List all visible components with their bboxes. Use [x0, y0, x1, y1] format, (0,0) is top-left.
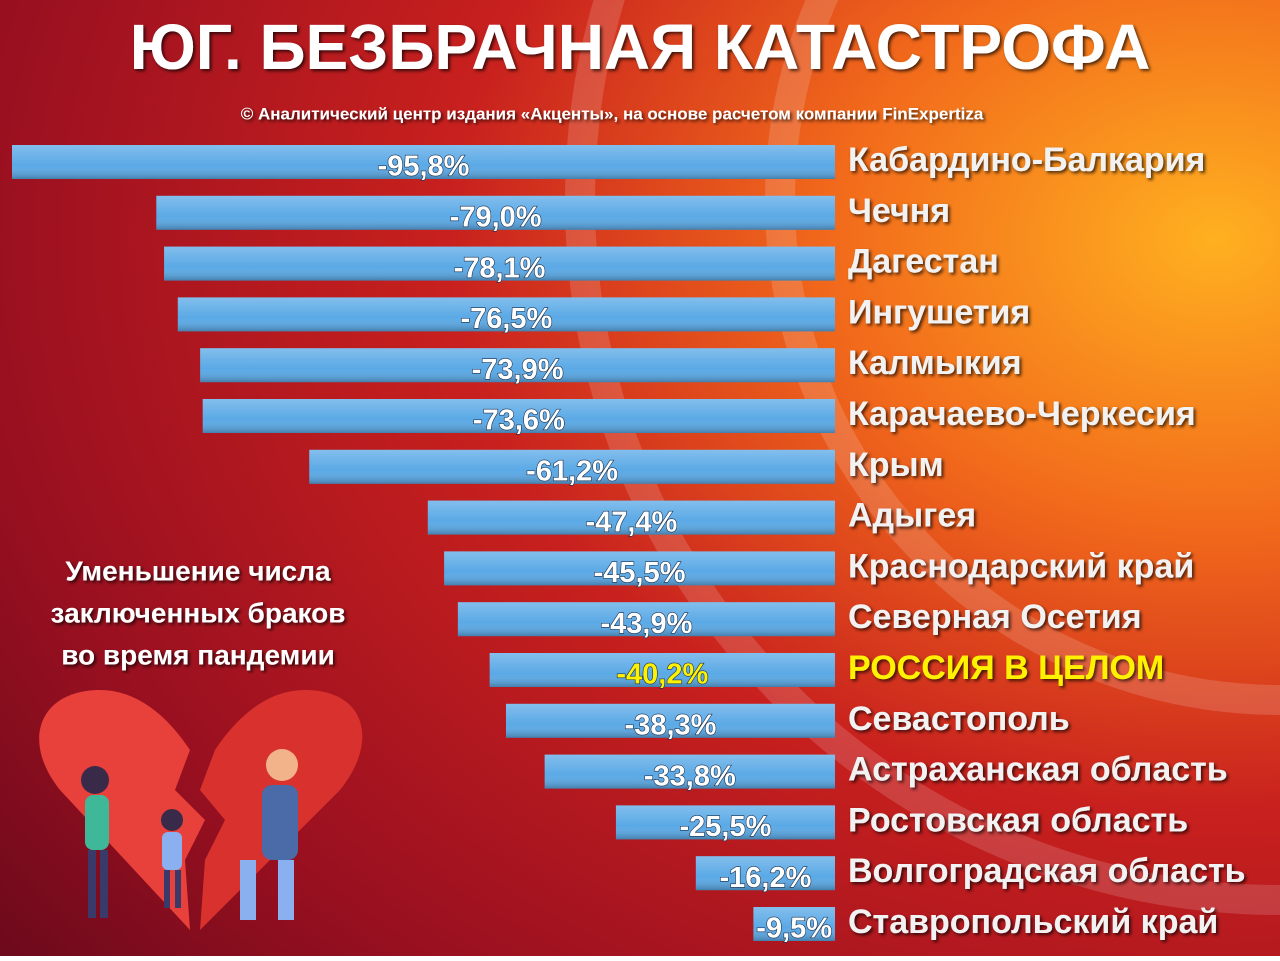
- category-label: Дагестан: [848, 243, 999, 281]
- category-label: Адыгея: [848, 497, 976, 535]
- category-label: Севастополь: [848, 700, 1070, 738]
- value-label: -73,6%: [473, 405, 565, 437]
- annotation: во время пандемии: [61, 639, 335, 670]
- value-label: -25,5%: [680, 811, 772, 843]
- category-label: Ставропольский край: [848, 903, 1218, 941]
- category-label: Ростовская область: [848, 801, 1188, 839]
- value-label: -76,5%: [460, 303, 552, 335]
- category-label: Ингушетия: [848, 293, 1030, 331]
- category-label: Волгоградская область: [848, 852, 1246, 890]
- bar-shade: [12, 145, 835, 179]
- bar-shade: [615, 805, 835, 840]
- subtitle: © Аналитический центр издания «Акценты»,…: [241, 104, 984, 123]
- value-label: -38,3%: [625, 709, 717, 741]
- annotation: заключенных браков: [51, 597, 346, 628]
- bar-shade: [156, 195, 835, 230]
- bar-shade: [753, 907, 835, 941]
- category-label: Кабардино-Балкария: [848, 141, 1205, 179]
- bar-shade: [177, 297, 835, 332]
- category-label: Крым: [848, 446, 944, 484]
- value-label: -33,8%: [644, 760, 736, 792]
- bar-shade: [544, 754, 835, 789]
- bar-shade: [505, 703, 835, 738]
- bar-shade: [457, 602, 835, 637]
- bar-shade: [427, 500, 835, 535]
- category-label: РОССИЯ В ЦЕЛОМ: [848, 649, 1164, 687]
- value-label: -16,2%: [719, 862, 811, 894]
- bar-shade: [444, 551, 835, 586]
- value-label: -45,5%: [594, 557, 686, 589]
- value-label: -43,9%: [600, 608, 692, 640]
- category-label: Карачаево-Черкесия: [848, 395, 1196, 433]
- annotation: Уменьшение числа: [65, 555, 331, 586]
- category-label: Северная Осетия: [848, 598, 1142, 636]
- chart-title: ЮГ. БЕЗБРАЧНАЯ КАТАСТРОФА: [130, 11, 1151, 83]
- bar-shade: [202, 399, 836, 433]
- bar-shade: [489, 653, 835, 687]
- value-label: -61,2%: [526, 455, 618, 487]
- value-label: -40,2%: [616, 659, 708, 691]
- category-label: Краснодарский край: [848, 547, 1194, 585]
- illustration: [39, 690, 363, 930]
- value-label: -95,8%: [378, 151, 470, 183]
- value-label: -78,1%: [454, 252, 546, 284]
- value-label: -73,9%: [472, 354, 564, 386]
- bar-shade: [164, 246, 835, 281]
- bar-shade: [309, 449, 835, 484]
- bar-shade: [200, 348, 836, 383]
- value-label: -79,0%: [450, 201, 542, 233]
- category-label: Чечня: [848, 192, 950, 230]
- bar-shade: [695, 856, 835, 891]
- category-label: Астраханская область: [848, 751, 1228, 789]
- value-label: -47,4%: [585, 506, 677, 538]
- value-label: -9,5%: [756, 913, 832, 945]
- category-label: Калмыкия: [848, 344, 1022, 382]
